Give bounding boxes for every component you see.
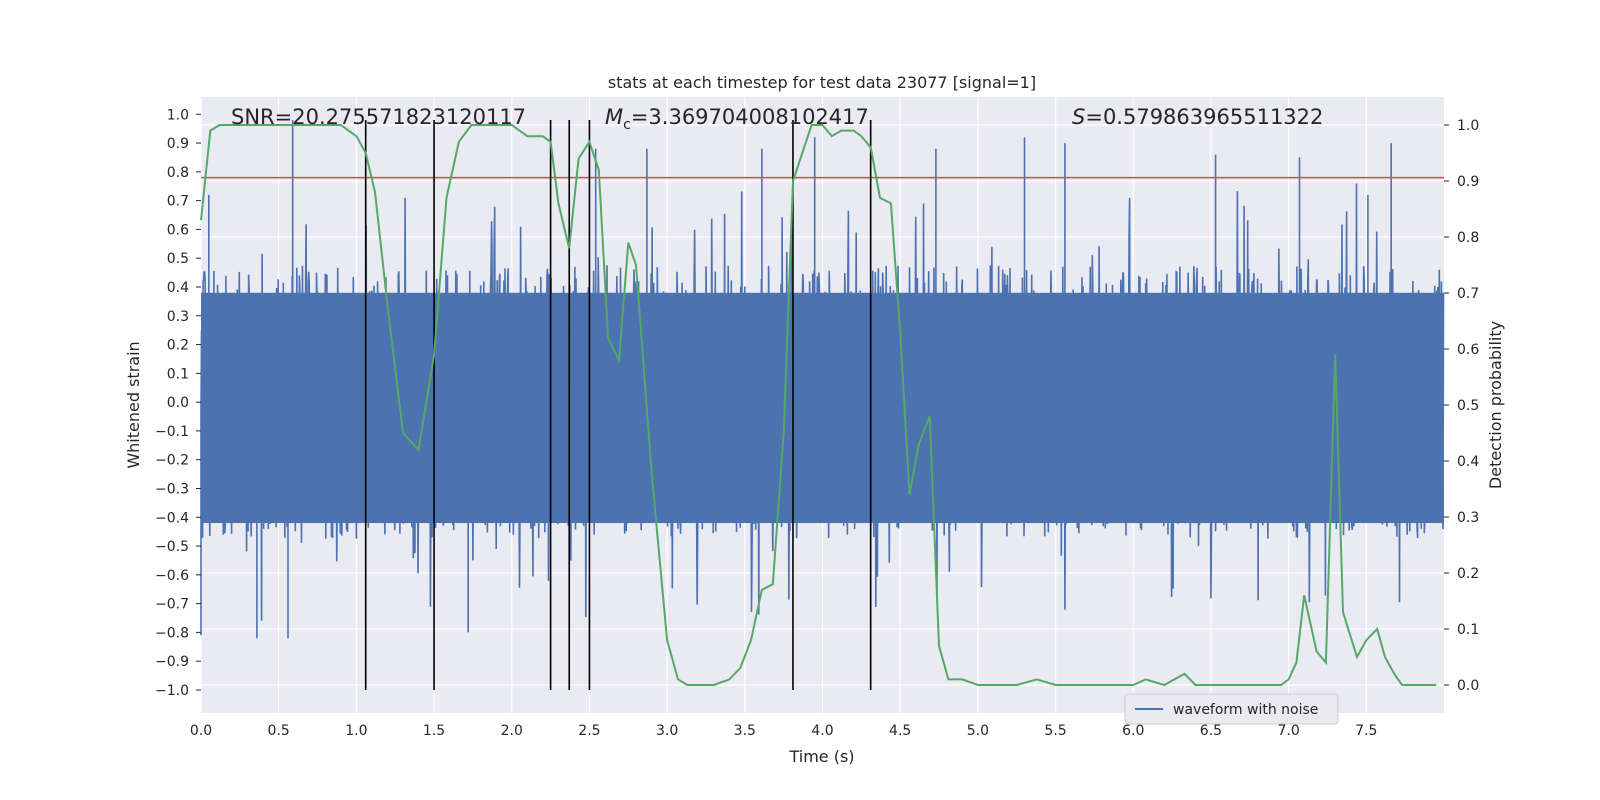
y-left-tick-label: −0.9 <box>155 654 189 670</box>
x-tick-label: 4.0 <box>811 723 833 739</box>
x-tick-label: 0.5 <box>268 723 290 739</box>
x-tick-label: 2.0 <box>501 723 523 739</box>
chart-title: stats at each timestep for test data 230… <box>608 73 1036 92</box>
y-left-tick-label: −0.1 <box>155 424 189 440</box>
y-left-tick-label: −0.5 <box>155 539 189 555</box>
s-annotation: S=0.579863965511322 <box>1072 105 1323 129</box>
s-value: =0.579863965511322 <box>1085 105 1323 129</box>
y-left-tick-label: 0.7 <box>167 194 189 210</box>
y-left-tick-label: −0.6 <box>155 568 189 584</box>
legend-box <box>1124 693 1339 725</box>
x-tick-label: 6.0 <box>1122 723 1144 739</box>
x-tick-label: 7.0 <box>1277 723 1299 739</box>
mc-annotation: Mc=3.369704008102417 <box>605 105 869 133</box>
x-tick-label: 1.0 <box>345 723 367 739</box>
y-left-tick-label: 0.5 <box>167 251 189 267</box>
y-left-tick-label: −0.8 <box>155 625 189 641</box>
y-left-tick-label: −1.0 <box>155 683 189 699</box>
x-tick-label: 6.5 <box>1200 723 1222 739</box>
waveform-trace <box>200 120 1445 639</box>
detection-probability-line <box>200 124 1437 687</box>
x-tick-label: 7.5 <box>1355 723 1377 739</box>
mc-symbol: M <box>605 105 623 129</box>
x-tick-labels: 0.0 0.5 1.0 1.5 2.0 2.5 3.0 3.5 4.0 4.5 5.0 5.5 6.0 6… <box>190 723 1378 739</box>
mc-subscript: c <box>623 117 631 133</box>
y-left-tick-label: 0.1 <box>167 366 189 382</box>
x-tick-label: 2.5 <box>578 723 600 739</box>
y-left-tick-label: 0.9 <box>167 136 189 152</box>
y-right-tick-label: 0.7 <box>1457 286 1479 302</box>
x-tick-label: 4.5 <box>889 723 911 739</box>
y-left-tick-label: −0.2 <box>155 453 189 469</box>
y-left-tick-label: −0.7 <box>155 597 189 613</box>
y-right-tick-labels: 1.0 0.9 0.8 0.7 0.6 0.5 0.4 0.3 0.2 0.1 0.0 <box>1444 118 1479 694</box>
y-left-tick-label: 0.0 <box>167 395 189 411</box>
y-left-tick-label: −0.3 <box>155 481 189 497</box>
y-left-tick-label: 0.8 <box>167 165 189 181</box>
y-right-tick-label: 0.3 <box>1457 510 1479 526</box>
legend-label: waveform with noise <box>1173 702 1318 718</box>
y-right-tick-label: 0.8 <box>1457 230 1479 246</box>
y-right-tick-label: 0.1 <box>1457 622 1479 638</box>
y-right-tick-label: 0.0 <box>1457 678 1479 694</box>
y-right-tick-label: 0.6 <box>1457 342 1479 358</box>
waveform-series <box>200 120 1445 639</box>
x-axis-label: Time (s) <box>788 747 854 766</box>
snr-annotation: SNR=20.275571823120117 <box>231 105 526 129</box>
x-tick-label: 1.5 <box>423 723 445 739</box>
x-tick-label: 5.5 <box>1044 723 1066 739</box>
y-right-axis-label: Detection probability <box>1486 321 1505 489</box>
y-right-tick-label: 1.0 <box>1457 118 1479 134</box>
y-right-tick-label: 0.4 <box>1457 454 1479 470</box>
x-tick-label: 0.0 <box>190 723 212 739</box>
y-left-tick-label: 0.4 <box>167 280 189 296</box>
y-left-tick-label: −0.4 <box>155 510 189 526</box>
y-left-tick-label: 0.6 <box>167 222 189 238</box>
x-tick-label: 3.5 <box>734 723 756 739</box>
mc-value: =3.369704008102417 <box>631 105 869 129</box>
legend: waveform with noise <box>1124 693 1339 725</box>
y-left-axis-label: Whitened strain <box>124 341 143 468</box>
y-left-tick-labels: 1.0 0.9 0.8 0.7 0.6 0.5 0.4 0.3 0.2 0.1 0.0 −0.1 −0.… <box>155 107 201 699</box>
x-tick-label: 5.0 <box>967 723 989 739</box>
vertical-markers <box>364 120 872 690</box>
y-right-tick-label: 0.5 <box>1457 398 1479 414</box>
x-tick-label: 3.0 <box>656 723 678 739</box>
y-left-tick-label: 1.0 <box>167 107 189 123</box>
y-right-tick-label: 0.9 <box>1457 174 1479 190</box>
s-symbol: S <box>1072 105 1085 129</box>
y-right-tick-label: 0.2 <box>1457 566 1479 582</box>
y-left-tick-label: 0.2 <box>167 338 189 354</box>
y-left-tick-label: 0.3 <box>167 309 189 325</box>
